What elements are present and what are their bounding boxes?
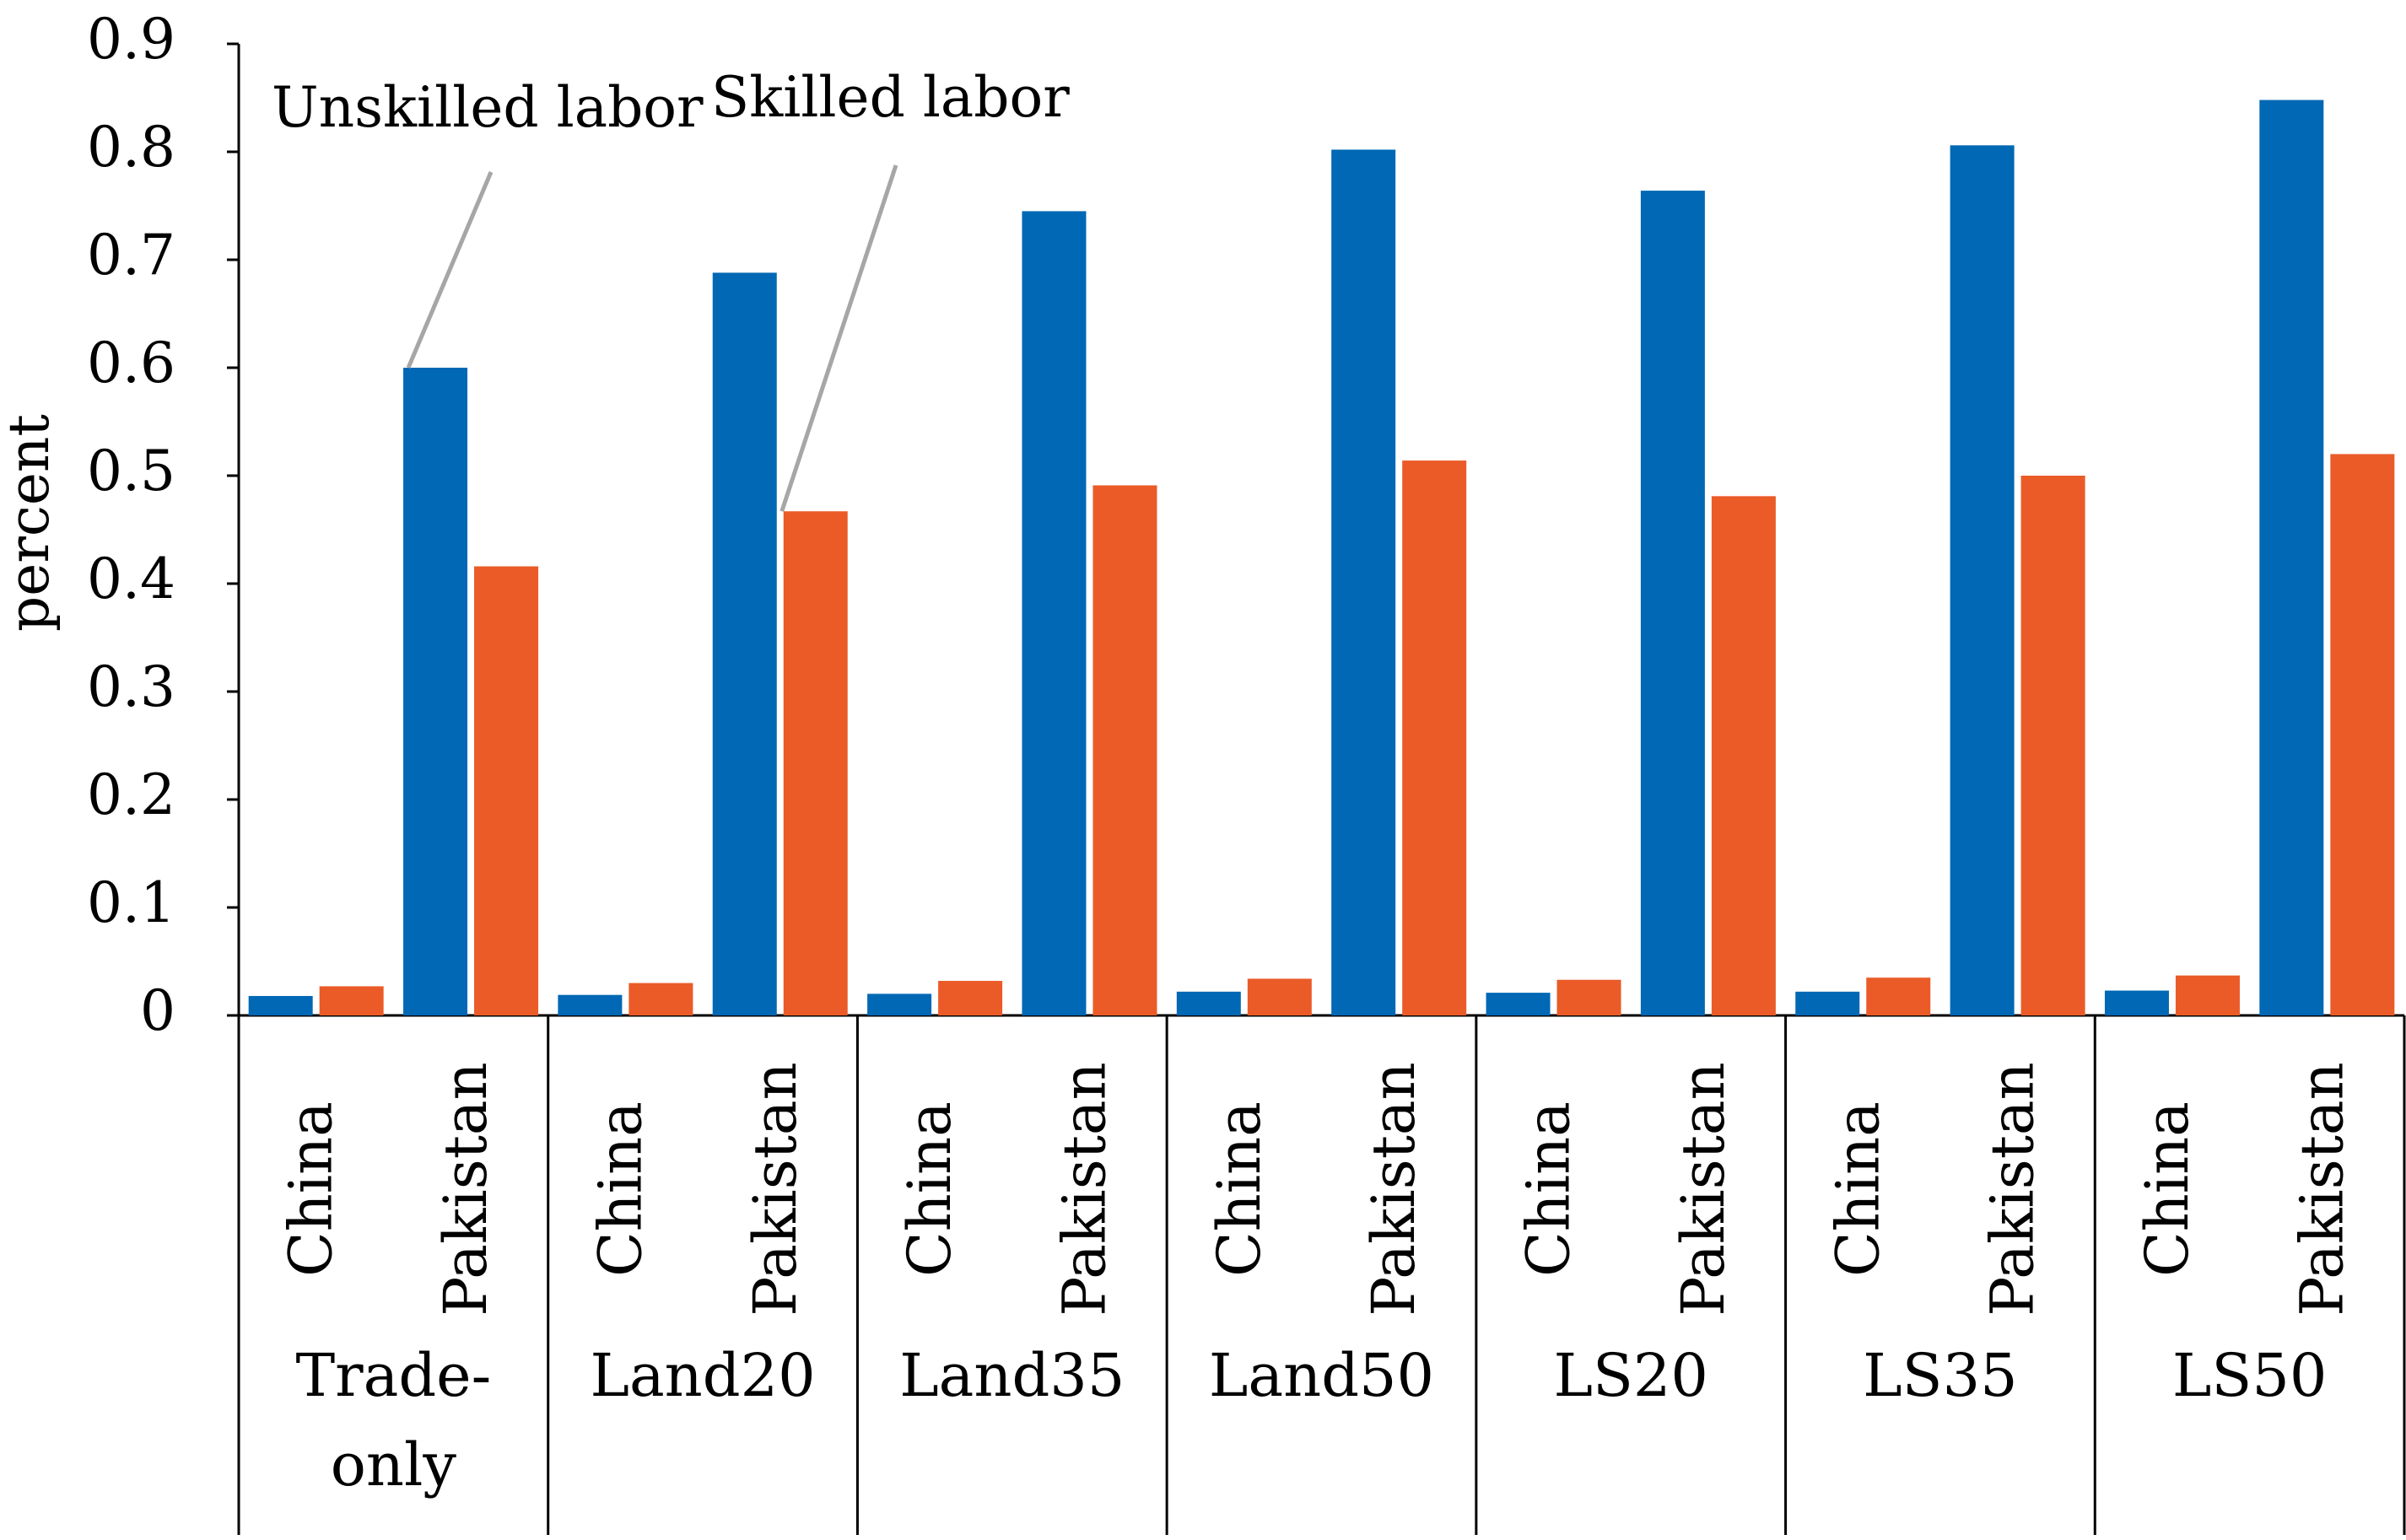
bar-skilled: [628, 983, 693, 1015]
chart-annotations: Unskilled labor Skilled labor: [272, 65, 1070, 513]
bar-unskilled: [1950, 145, 2015, 1015]
category-label: Pakistan: [431, 1062, 500, 1316]
group-label: Trade-: [295, 1341, 491, 1410]
y-tick-label: 0.2: [87, 762, 175, 827]
bar-unskilled: [2259, 100, 2324, 1015]
group-label: LS35: [1863, 1341, 2018, 1410]
annotation-label: Unskilled labor: [272, 75, 704, 140]
annotation-leader-line: [780, 164, 898, 513]
bar-skilled: [2020, 476, 2085, 1015]
bar-unskilled: [1176, 991, 1241, 1015]
category-label: China: [585, 1101, 655, 1277]
y-tick-label: 0.7: [87, 223, 175, 288]
bar-unskilled: [1640, 191, 1705, 1015]
y-tick-label: 0.9: [87, 7, 175, 72]
category-label: China: [1823, 1101, 1892, 1277]
category-label: China: [895, 1101, 964, 1277]
y-tick-label: 0: [140, 978, 175, 1043]
y-tick-label: 0.4: [87, 547, 175, 611]
annotation-leader-line: [406, 171, 494, 369]
y-tick-label: 0.3: [87, 654, 175, 719]
bar-unskilled: [712, 272, 777, 1015]
bar-skilled: [319, 986, 384, 1015]
chart-bars: [248, 100, 2395, 1016]
bar-skilled: [474, 566, 539, 1015]
bar-skilled: [1402, 460, 1467, 1015]
bar-unskilled: [2104, 990, 2169, 1015]
bar-skilled: [1556, 979, 1621, 1015]
bar-skilled: [1092, 485, 1157, 1015]
y-tick-label: 0.1: [87, 870, 175, 935]
category-label: Pakistan: [741, 1062, 810, 1316]
category-label: Pakistan: [1978, 1062, 2047, 1316]
bar-unskilled: [867, 993, 932, 1015]
y-tick-label: 0.8: [87, 115, 175, 180]
category-label: China: [1205, 1101, 1274, 1277]
group-label: LS50: [2172, 1341, 2328, 1410]
category-label: Pakistan: [1669, 1062, 1738, 1316]
chart-labels: percent 0 0.1 0.2 0.3 0.4 0.5 0.6 0.7 0.8 0.9 Chin…: [0, 7, 2356, 1500]
bar-skilled: [783, 511, 848, 1015]
bar-skilled: [1866, 977, 1931, 1015]
group-label: Land35: [899, 1341, 1125, 1410]
bar-unskilled: [248, 995, 313, 1015]
category-label: Pakistan: [1049, 1062, 1119, 1316]
annotation-label: Skilled labor: [711, 65, 1070, 130]
bar-unskilled: [1486, 993, 1551, 1015]
y-tick-label: 0.6: [87, 331, 175, 396]
y-tick-label: 0.5: [87, 439, 175, 503]
group-label: Land20: [590, 1341, 815, 1410]
bar-unskilled: [403, 368, 468, 1015]
group-label: LS20: [1553, 1341, 1708, 1410]
bar-skilled: [938, 981, 1003, 1015]
group-label: Land50: [1209, 1341, 1434, 1410]
bar-unskilled: [558, 994, 623, 1015]
category-label: China: [2133, 1101, 2202, 1277]
bar-skilled: [2175, 975, 2240, 1015]
category-label: Pakistan: [1359, 1062, 1428, 1316]
bar-unskilled: [1022, 211, 1087, 1015]
category-label: China: [277, 1101, 346, 1277]
y-axis-label: percent: [0, 414, 62, 632]
bar-unskilled: [1331, 149, 1396, 1016]
bar-skilled: [1247, 978, 1312, 1015]
bar-unskilled: [1795, 991, 1860, 1015]
category-label: Pakistan: [2287, 1062, 2356, 1316]
bar-skilled: [2330, 454, 2395, 1015]
category-label: China: [1514, 1101, 1583, 1277]
bar-skilled: [1711, 496, 1776, 1015]
group-label: only: [331, 1430, 457, 1500]
